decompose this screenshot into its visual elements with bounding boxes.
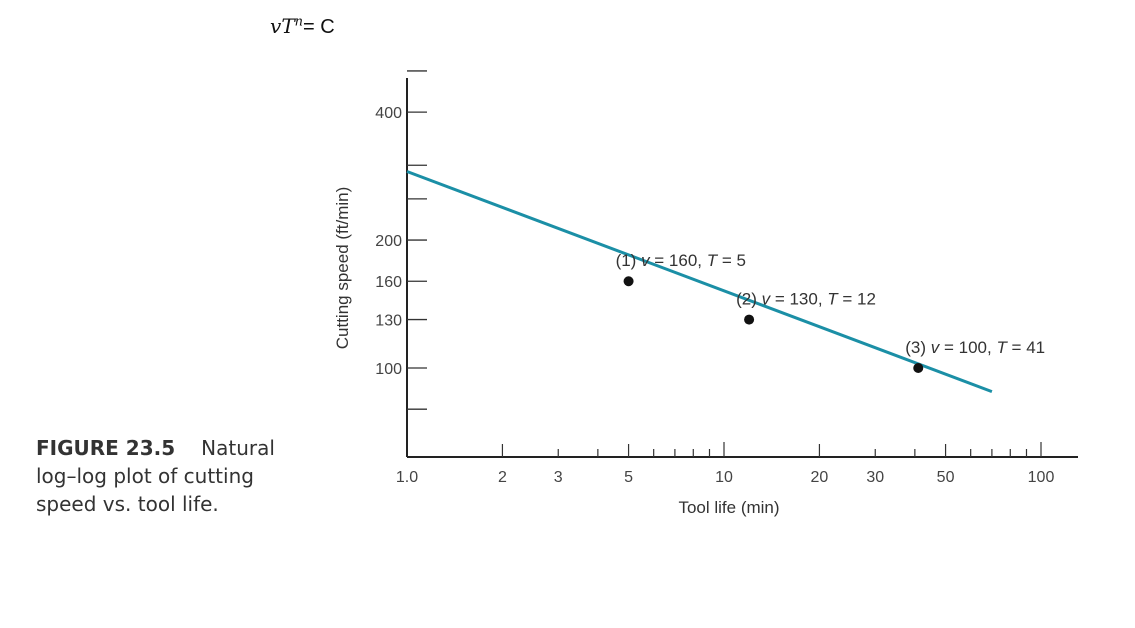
y-tick-label: 130 (375, 313, 402, 330)
data-points: (1) v = 160, T = 5 (2) v = 130, T = 12 (3)… (616, 251, 1045, 373)
figure-caption-text: Natural log–log plot of cutting speed vs… (36, 436, 275, 516)
point-annotation: (2) v = 130, T = 12 (736, 290, 876, 309)
y-ticks: 400 200 160 130 100 (375, 70, 427, 410)
x-tick-label: 20 (811, 469, 829, 486)
y-axis-label: Cutting speed (ft/min) (333, 187, 352, 350)
data-point (623, 276, 634, 287)
x-tick-label: 1.0 (396, 469, 418, 486)
x-tick-label: 30 (866, 469, 884, 486)
figure-caption: FIGURE 23.5 Natural log–log plot of cutti… (36, 434, 276, 518)
formula: vTn= C (270, 14, 335, 39)
point-annotation: (1) v = 160, T = 5 (616, 251, 746, 270)
formula-t: T (281, 14, 295, 38)
figure-label: FIGURE 23.5 (36, 436, 176, 460)
point-annotation: (3) v = 100, T = 41 (905, 338, 1045, 357)
y-tick-label: 160 (375, 274, 402, 291)
data-point (913, 363, 924, 373)
x-tick-label: 50 (937, 469, 955, 486)
formula-n: n (294, 14, 304, 30)
formula-v: v (270, 14, 282, 38)
x-tick-label: 100 (1028, 469, 1055, 486)
x-tick-label: 2 (498, 469, 507, 486)
y-tick-label: 400 (375, 105, 402, 122)
chart-axes (406, 78, 1078, 458)
y-tick-label: 200 (375, 233, 402, 250)
x-ticks: 1.0 2 3 5 10 20 30 50 100 (396, 442, 1055, 486)
series-line (406, 170, 993, 394)
x-tick-label: 10 (715, 469, 733, 486)
x-tick-label: 3 (554, 469, 563, 486)
data-point (744, 314, 755, 325)
data-line (406, 170, 993, 394)
formula-rhs: = C (303, 16, 335, 38)
y-tick-label: 100 (375, 361, 402, 378)
x-tick-label: 5 (624, 469, 633, 486)
x-axis-label: Tool life (min) (678, 498, 779, 517)
